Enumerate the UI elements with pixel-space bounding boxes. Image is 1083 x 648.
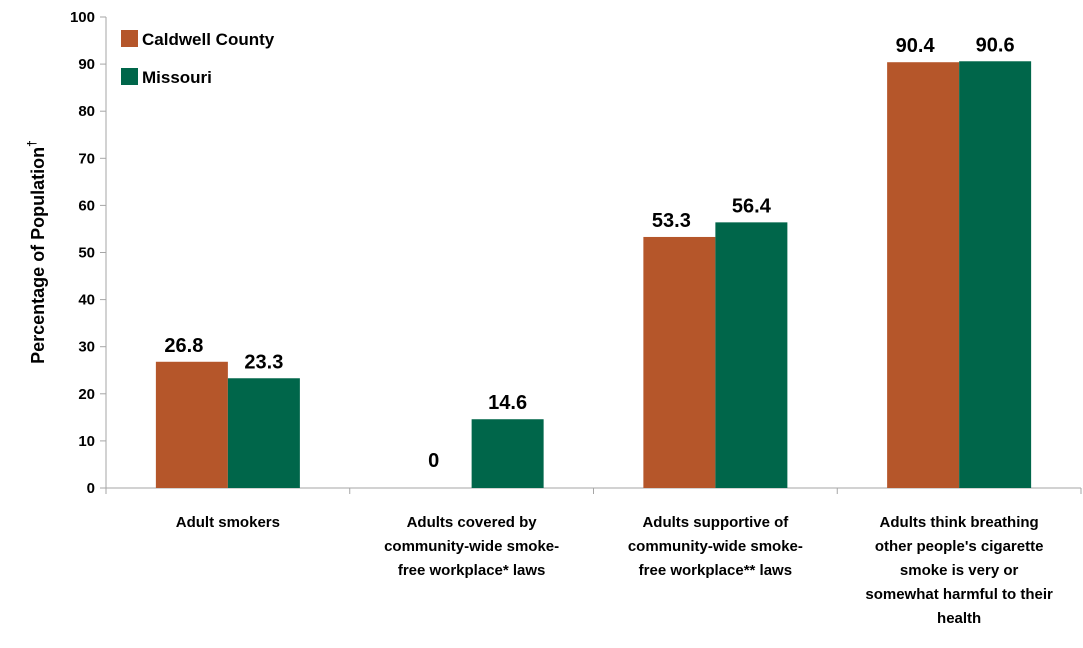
y-tick-label: 90: [78, 56, 95, 73]
legend-label: Caldwell County: [142, 30, 275, 49]
legend-box: [112, 22, 306, 98]
x-category-label: smoke is very or: [900, 562, 1019, 579]
x-category-label: community-wide smoke-: [384, 538, 559, 555]
x-category-label: free workplace* laws: [398, 562, 546, 579]
y-axis-title-superscript: †: [25, 140, 39, 147]
bar-missouri: [471, 419, 544, 488]
bar-missouri: [715, 222, 788, 488]
data-label: 0: [428, 450, 439, 472]
x-category-label: other people's cigarette: [875, 538, 1044, 555]
x-category-label: health: [937, 610, 981, 627]
x-category-label: free workplace** laws: [639, 562, 792, 579]
y-tick-label: 50: [78, 245, 95, 262]
data-label: 53.3: [652, 210, 691, 232]
bar-caldwell-county: [155, 361, 228, 488]
y-tick-label: 0: [87, 480, 95, 497]
x-category-label: Adults covered by: [407, 514, 538, 531]
y-tick-label: 10: [78, 433, 95, 450]
legend-label: Missouri: [142, 68, 212, 87]
x-category-label: Adults supportive of: [642, 514, 789, 531]
y-tick-label: 20: [78, 386, 95, 403]
x-category-label: Adults think breathing: [880, 514, 1039, 531]
x-category-label: community-wide smoke-: [628, 538, 803, 555]
legend-swatch: [121, 68, 138, 85]
y-tick-label: 100: [70, 9, 95, 26]
bar-caldwell-county: [887, 62, 960, 488]
data-label: 23.3: [244, 351, 283, 373]
bar-missouri: [959, 61, 1032, 489]
data-label: 90.6: [976, 34, 1015, 56]
data-label: 56.4: [732, 195, 772, 217]
x-category-label: Adult smokers: [176, 514, 280, 531]
y-axis-title-text: Percentage of Population: [28, 147, 48, 364]
bar-caldwell-county: [643, 236, 716, 488]
data-label: 90.4: [896, 35, 936, 57]
y-tick-label: 60: [78, 197, 95, 214]
bar-missouri: [227, 378, 300, 488]
y-axis-title: Percentage of Population†: [25, 140, 48, 364]
legend-swatch: [121, 30, 138, 47]
x-category-label: somewhat harmful to their: [865, 586, 1053, 603]
data-label: 14.6: [488, 392, 527, 414]
y-tick-label: 70: [78, 150, 95, 167]
y-tick-label: 40: [78, 292, 95, 309]
y-tick-label: 80: [78, 103, 95, 120]
y-tick-label: 30: [78, 339, 95, 356]
data-label: 26.8: [164, 335, 203, 357]
